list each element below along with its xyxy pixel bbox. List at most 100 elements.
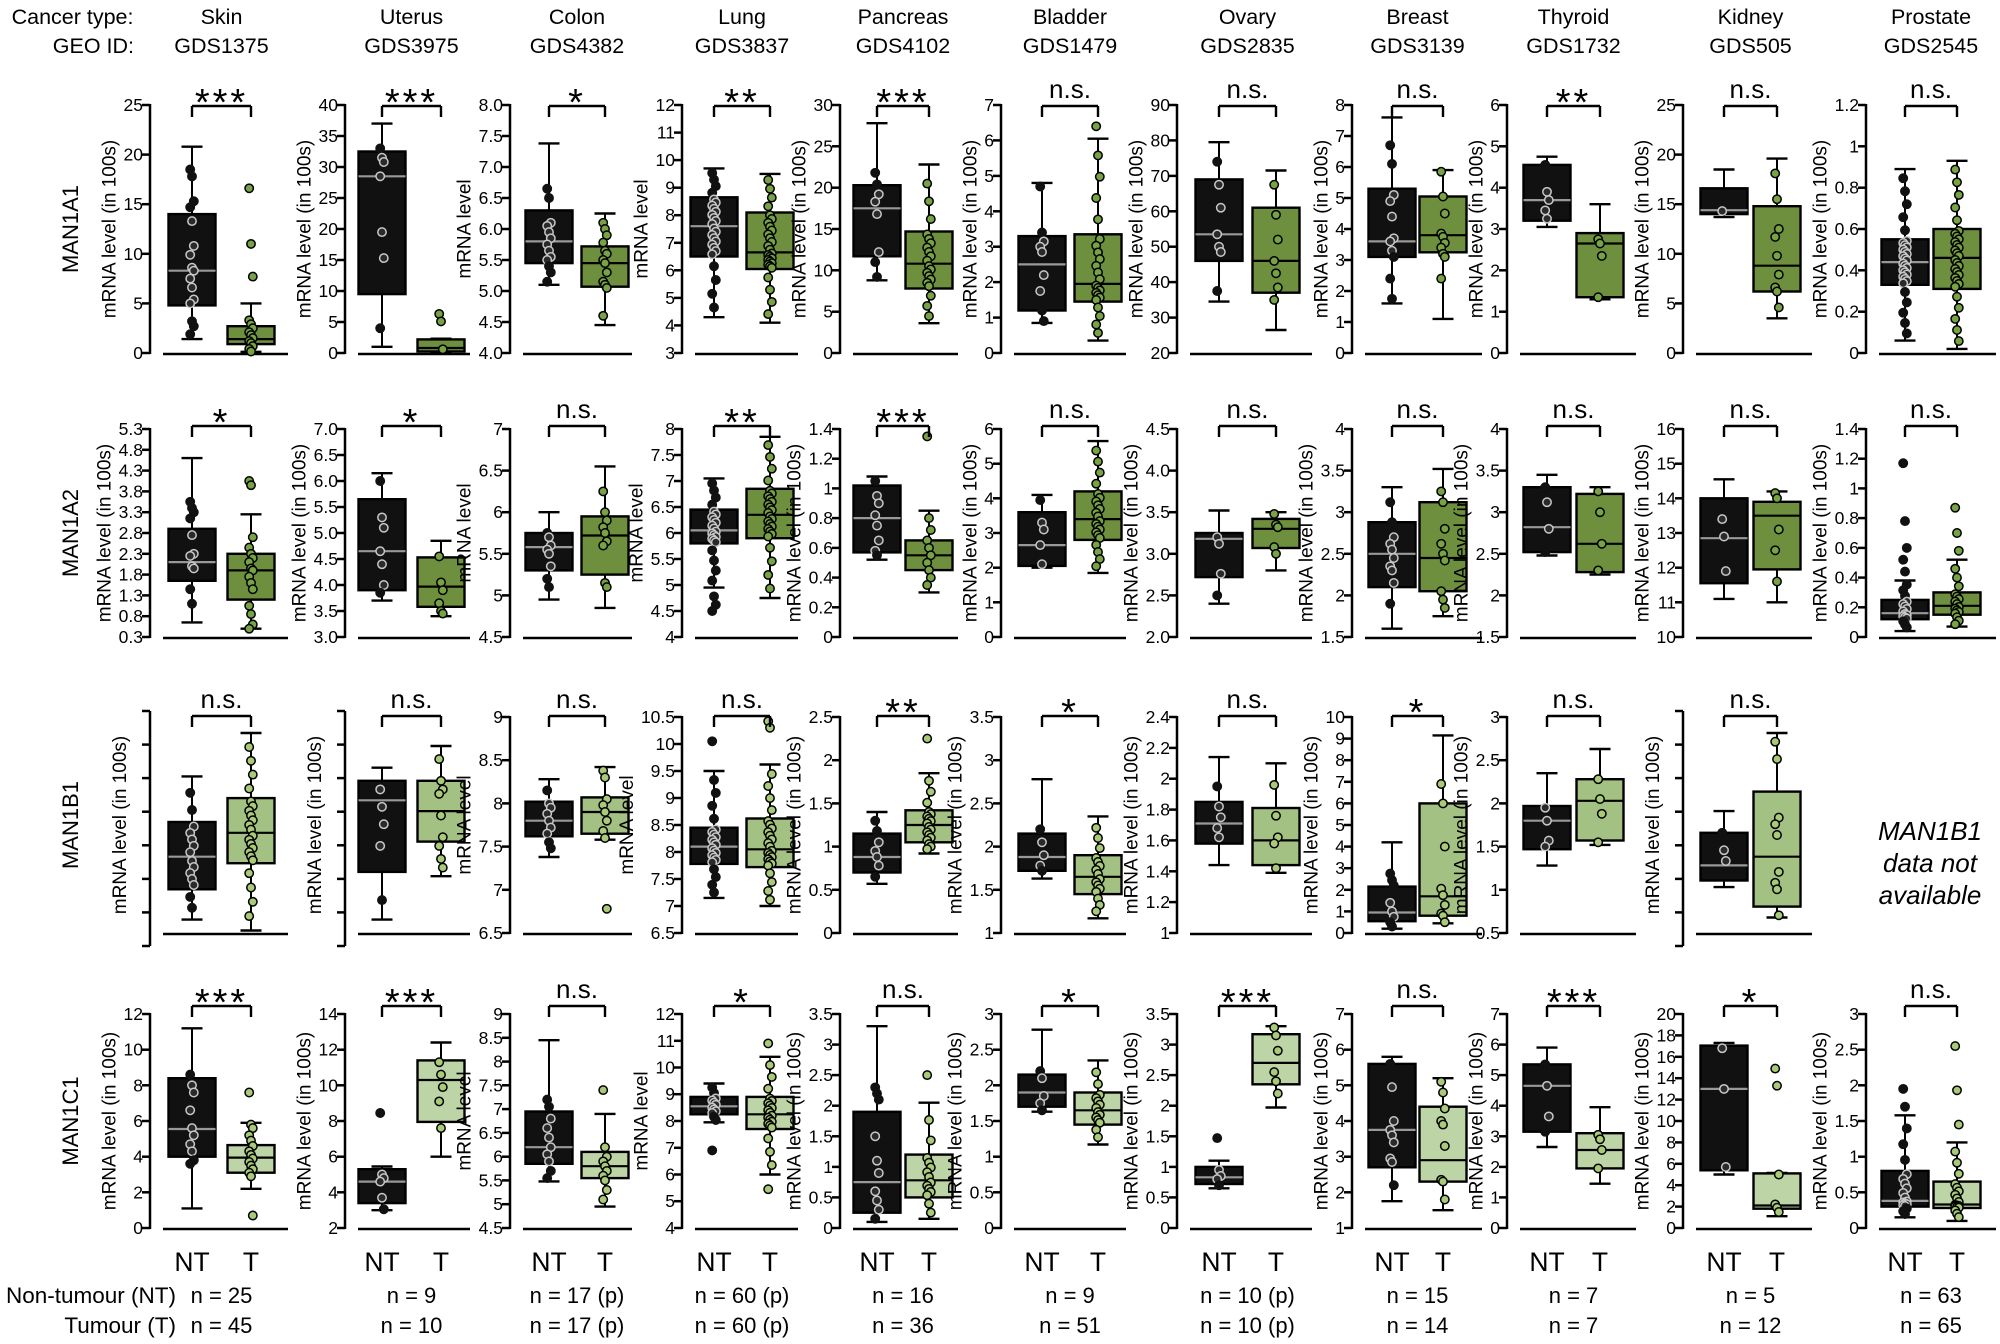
svg-text:20: 20 [1657,145,1677,165]
svg-text:mRNA level (in 100s): mRNA level (in 100s) [785,736,806,914]
svg-text:n = 16: n = 16 [872,1283,934,1308]
svg-text:12: 12 [319,1040,338,1060]
svg-text:5.0: 5.0 [479,281,504,301]
svg-text:MAN1A2: MAN1A2 [58,489,83,577]
svg-text:***: *** [195,82,248,124]
svg-text:**: ** [724,402,760,444]
svg-text:6.5: 6.5 [479,1123,503,1143]
svg-text:MAN1A1: MAN1A1 [58,185,83,273]
svg-text:6.5: 6.5 [479,188,503,208]
svg-text:3.0: 3.0 [314,627,339,647]
svg-text:mRNA level (in 100s): mRNA level (in 100s) [295,140,316,318]
svg-text:7: 7 [984,95,994,115]
svg-text:4: 4 [1490,178,1500,198]
svg-text:n = 36: n = 36 [872,1313,934,1338]
svg-text:1: 1 [823,1157,833,1177]
svg-text:0: 0 [1335,343,1345,363]
svg-text:9: 9 [665,178,675,198]
svg-text:9: 9 [665,788,675,808]
svg-text:12: 12 [1657,558,1676,578]
svg-text:8: 8 [665,419,675,439]
svg-text:9: 9 [665,1084,675,1104]
svg-text:7.5: 7.5 [651,445,675,465]
svg-text:2: 2 [1335,880,1345,900]
svg-text:n.s.: n.s. [556,684,598,714]
svg-text:mRNA level (in 100s): mRNA level (in 100s) [290,444,311,622]
svg-text:25: 25 [319,188,338,208]
svg-text:1.2: 1.2 [1146,892,1170,912]
svg-text:NT: NT [1887,1247,1922,1277]
svg-text:0.3: 0.3 [119,627,143,647]
svg-text:mRNA level (in 100s): mRNA level (in 100s) [785,444,806,622]
svg-text:9: 9 [493,1004,503,1024]
svg-text:4: 4 [665,315,675,335]
svg-text:1.8: 1.8 [1146,800,1170,820]
svg-text:Pancreas: Pancreas [858,5,949,29]
svg-text:n.s.: n.s. [1227,394,1269,424]
svg-text:T: T [1769,1247,1785,1277]
svg-text:3: 3 [1335,502,1345,522]
svg-text:13: 13 [1657,523,1676,543]
svg-text:0.5: 0.5 [1146,1187,1170,1207]
svg-text:1.5: 1.5 [970,1111,994,1131]
svg-text:3: 3 [1490,1126,1500,1146]
svg-text:6: 6 [493,502,503,522]
svg-text:8: 8 [493,793,503,813]
svg-text:4.5: 4.5 [1146,419,1170,439]
svg-text:0.5: 0.5 [809,1187,833,1207]
svg-text:T: T [762,1247,778,1277]
svg-text:1: 1 [1160,923,1170,943]
svg-text:70: 70 [1151,166,1171,186]
svg-text:6: 6 [665,523,675,543]
svg-text:mRNA level (in 100s): mRNA level (in 100s) [946,1032,967,1210]
svg-text:0.4: 0.4 [1835,260,1860,280]
svg-text:Lung: Lung [718,5,766,29]
svg-text:6: 6 [984,419,994,439]
svg-text:T: T [1090,1247,1106,1277]
svg-text:0.8: 0.8 [809,508,833,528]
svg-text:8: 8 [328,1111,338,1131]
svg-text:1: 1 [984,592,994,612]
svg-text:n.s.: n.s. [1227,684,1269,714]
svg-text:5: 5 [984,166,994,186]
svg-text:4: 4 [1666,1175,1676,1195]
svg-text:NT: NT [1374,1247,1409,1277]
svg-text:4: 4 [1335,419,1345,439]
svg-text:0: 0 [984,343,994,363]
svg-text:4.8: 4.8 [119,440,143,460]
svg-text:0.5: 0.5 [809,880,833,900]
svg-text:GDS1375: GDS1375 [174,34,268,58]
svg-text:4.3: 4.3 [119,461,143,481]
svg-text:6: 6 [984,130,994,150]
svg-text:***: *** [1547,982,1600,1024]
svg-text:4.5: 4.5 [651,601,675,621]
svg-text:GEO ID:: GEO ID: [53,34,134,58]
svg-text:3.5: 3.5 [970,707,994,727]
svg-text:3: 3 [984,750,994,770]
svg-text:5: 5 [493,585,503,605]
svg-text:mRNA level (in 100s): mRNA level (in 100s) [1452,736,1473,914]
svg-text:15: 15 [1657,194,1676,214]
svg-text:4: 4 [665,1218,675,1238]
svg-text:2.5: 2.5 [1146,585,1170,605]
svg-text:*: * [568,82,586,124]
svg-text:8: 8 [493,1052,503,1072]
svg-text:6: 6 [1335,157,1345,177]
svg-text:80: 80 [1151,130,1171,150]
svg-text:**: ** [1556,82,1592,124]
svg-text:11: 11 [657,123,675,143]
svg-text:10: 10 [656,150,676,170]
svg-text:mRNA level: mRNA level [455,1071,476,1170]
svg-text:5: 5 [1666,293,1676,313]
svg-text:0.4: 0.4 [1835,568,1860,588]
svg-text:T: T [243,1247,259,1277]
svg-text:***: *** [385,82,438,124]
svg-text:3.5: 3.5 [809,1004,833,1024]
svg-text:NT: NT [696,1247,731,1277]
svg-text:T: T [1268,1247,1284,1277]
svg-text:4.5: 4.5 [479,1218,503,1238]
svg-text:GDS1479: GDS1479 [1023,34,1117,58]
svg-text:5.5: 5.5 [479,1170,503,1190]
svg-text:50: 50 [1151,237,1171,257]
svg-text:7.0: 7.0 [479,157,504,177]
